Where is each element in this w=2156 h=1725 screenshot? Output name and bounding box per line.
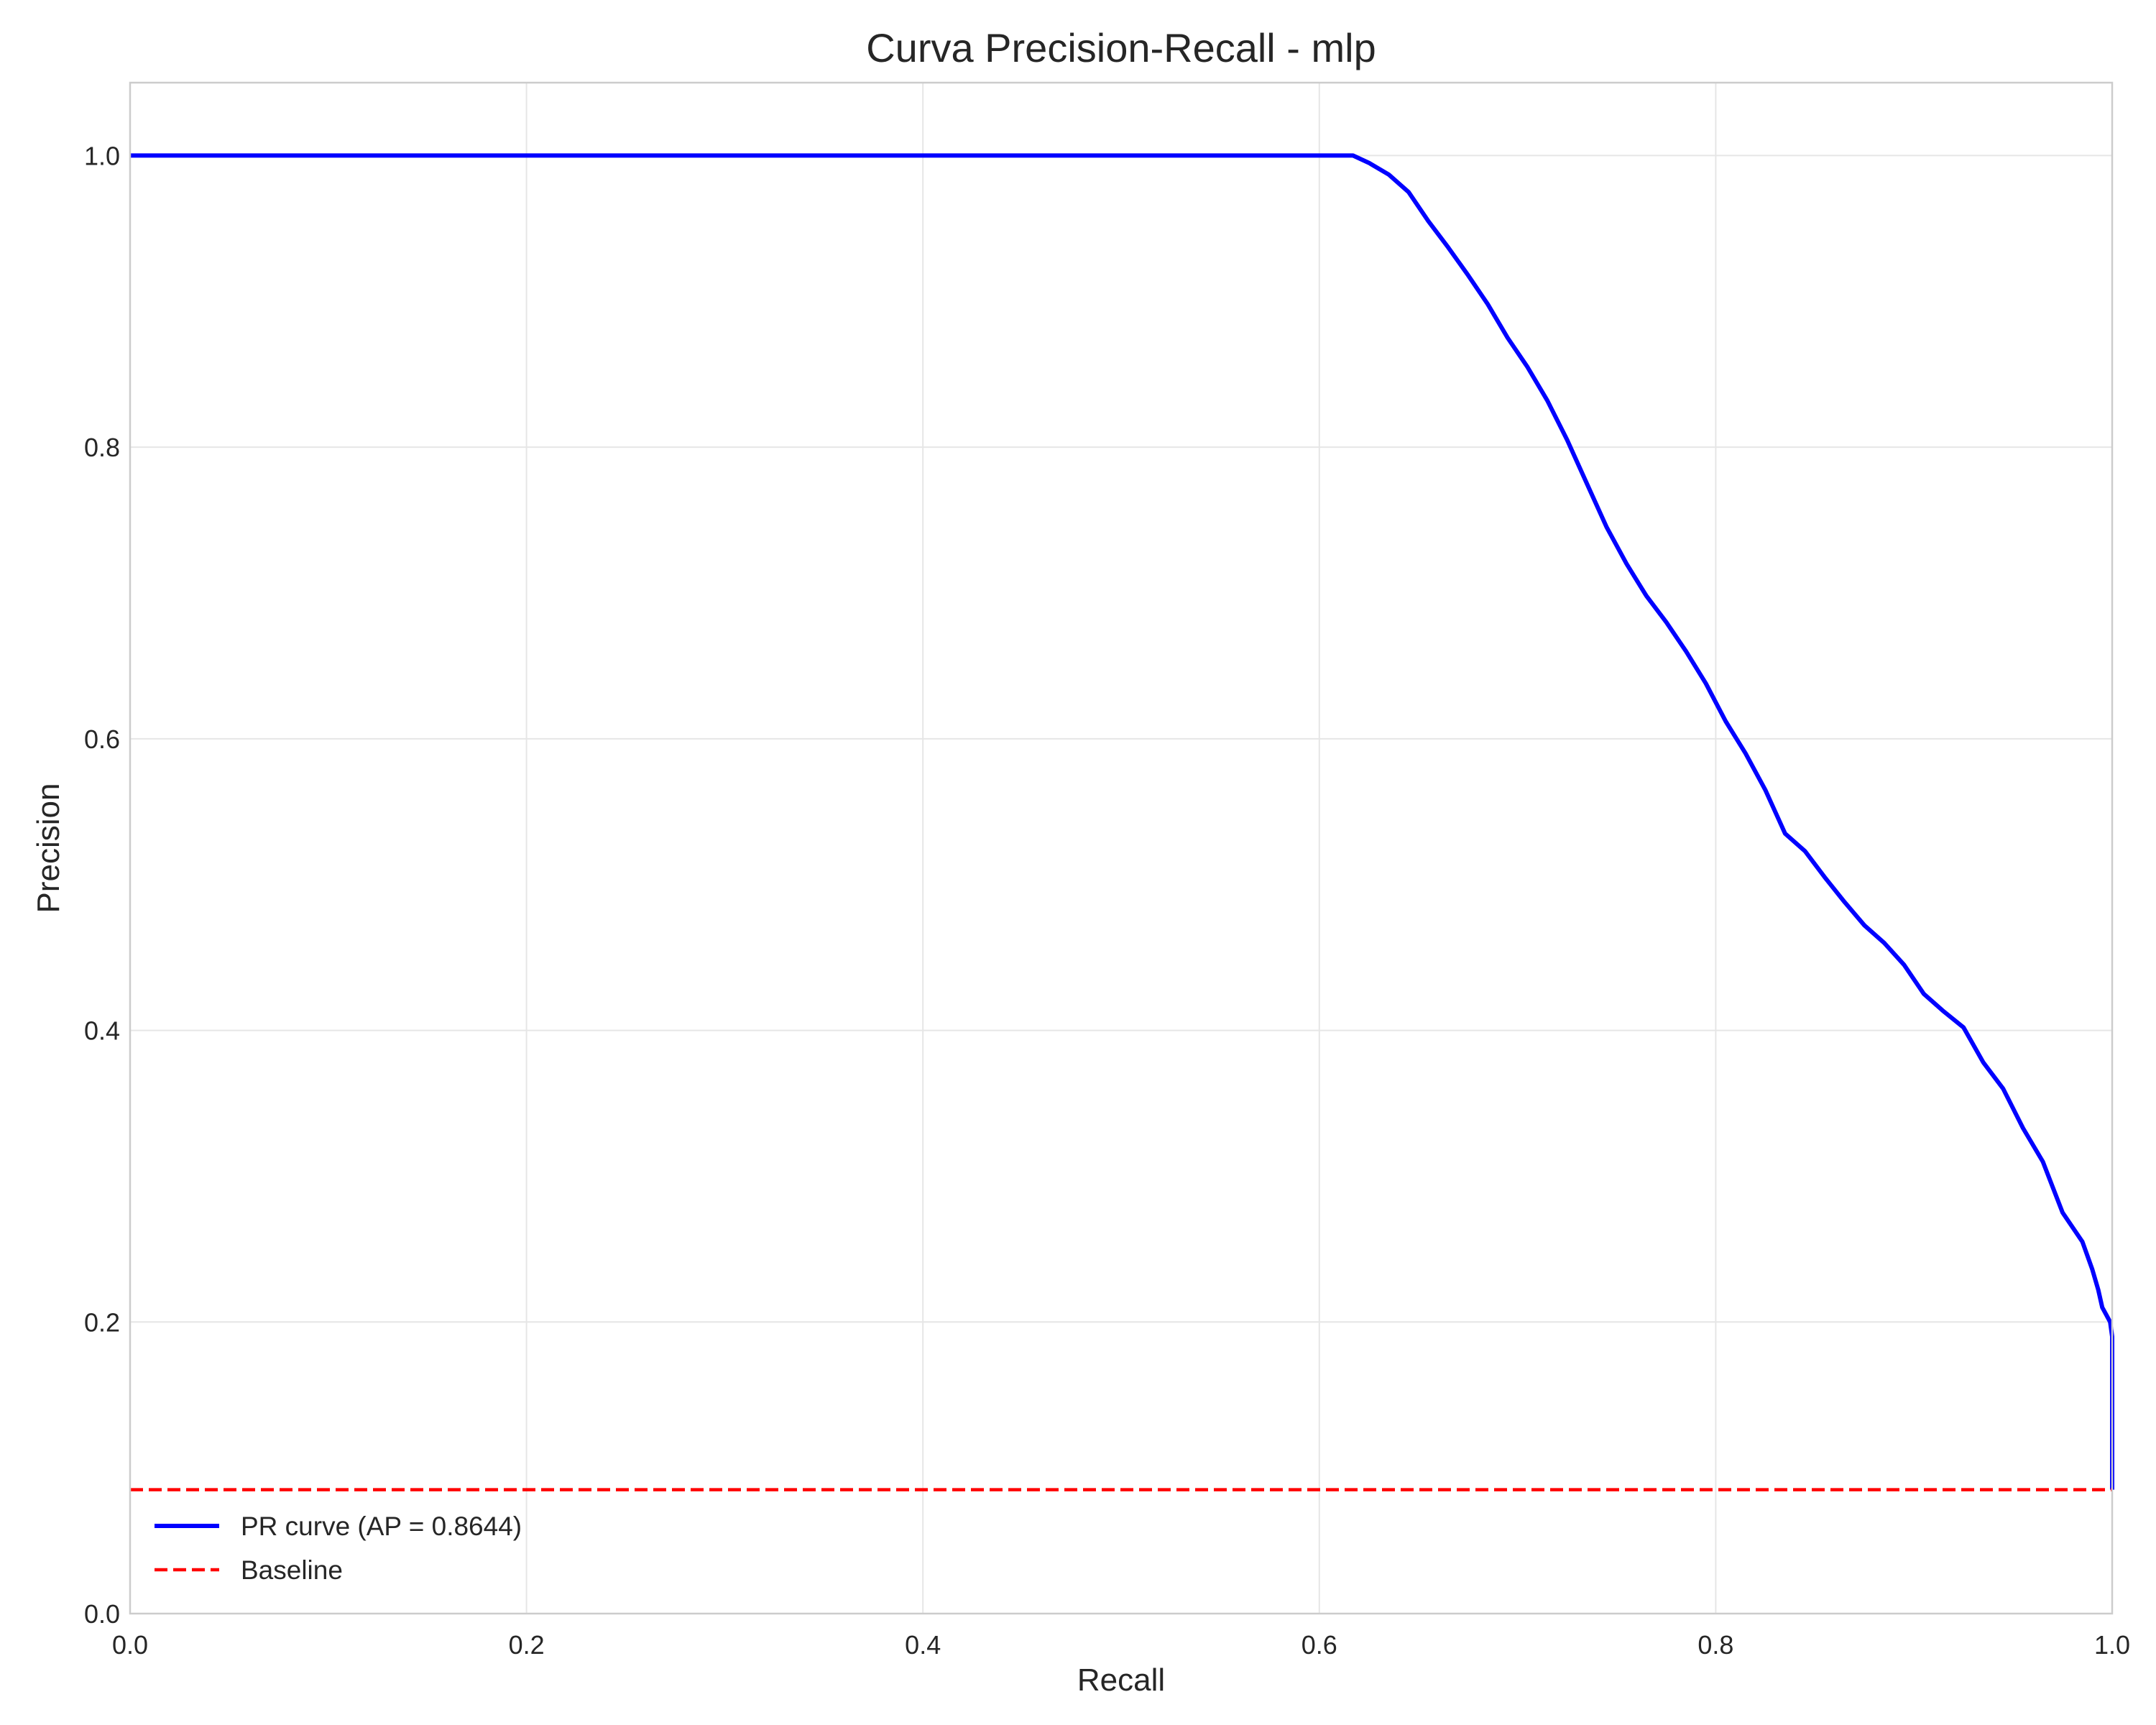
x-axis-label: Recall — [1077, 1662, 1165, 1698]
y-tick-label: 0.4 — [84, 1016, 120, 1046]
series-layer — [130, 153, 2114, 1491]
tick-labels: 0.0 0.2 0.4 0.6 0.8 1.0 0.0 0.2 0.4 0.6 0.8 1.0 — [84, 141, 2130, 1660]
y-tick-label: 0.8 — [84, 433, 120, 462]
legend-label: PR curve (AP = 0.8644) — [241, 1512, 522, 1541]
series-line-1 — [130, 153, 2114, 1490]
x-tick-label: 0.8 — [1697, 1630, 1733, 1660]
legend-entry-1: PR curve (AP = 0.8644) — [155, 1512, 522, 1541]
x-tick-label: 1.0 — [2094, 1630, 2130, 1660]
legend-entry-2: Baseline — [155, 1555, 343, 1585]
x-tick-label: 0.6 — [1302, 1630, 1337, 1660]
y-tick-label: 0.2 — [84, 1307, 120, 1337]
legend: PR curve (AP = 0.8644) Baseline — [155, 1512, 522, 1585]
y-tick-label: 0.6 — [84, 724, 120, 754]
y-axis-label: Precision — [31, 783, 66, 914]
y-tick-label: 1.0 — [84, 141, 120, 170]
plot-frame — [129, 81, 2114, 1615]
y-tick-label: 0.0 — [84, 1599, 120, 1629]
legend-label: Baseline — [241, 1555, 343, 1585]
x-tick-label: 0.0 — [112, 1630, 148, 1660]
chart-title: Curva Precision-Recall - mlp — [866, 25, 1376, 70]
x-tick-label: 0.2 — [509, 1630, 545, 1660]
x-tick-label: 0.4 — [905, 1630, 941, 1660]
